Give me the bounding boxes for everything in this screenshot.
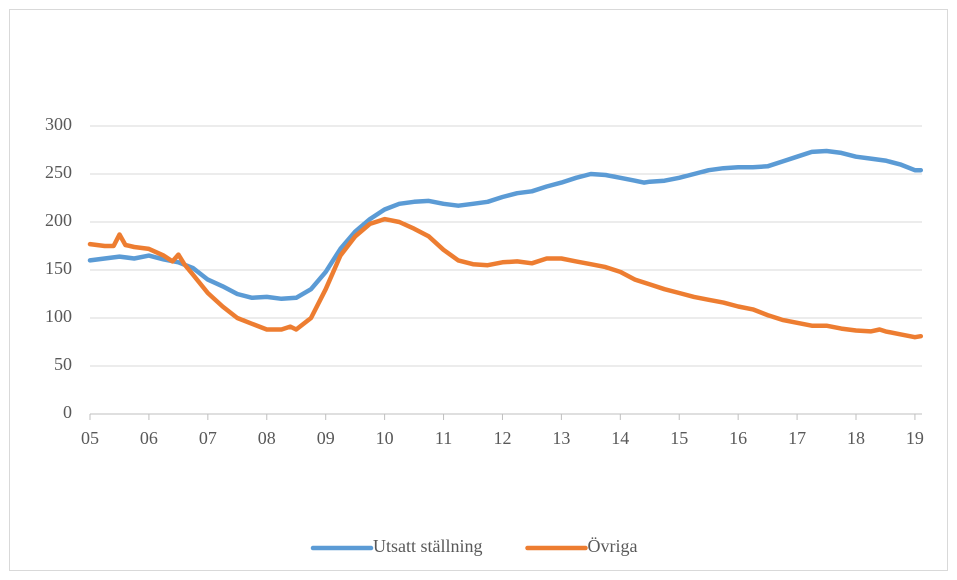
line-series [87,216,924,340]
x-tick-label: 05 [81,428,99,448]
legend-label: Övriga [588,536,638,556]
y-tick-label: 200 [45,210,72,230]
x-tick-label: 06 [140,428,158,448]
x-tick-label: 12 [493,428,511,448]
x-tick-label: 18 [847,428,865,448]
x-tick-label: 13 [552,428,570,448]
x-tick-label: 11 [435,428,452,448]
x-tick-label: 19 [906,428,924,448]
x-tick-label: 08 [258,428,276,448]
x-tick-label: 14 [611,428,629,448]
x-tick-label: 10 [376,428,394,448]
x-tick-label: 07 [199,428,217,448]
x-tick-label: 16 [729,428,747,448]
y-tick-label: 300 [45,114,72,134]
y-tick-label: 50 [54,354,72,374]
y-tick-label: 150 [45,258,72,278]
chart-border [9,9,948,571]
x-tick-label: 09 [317,428,335,448]
line-series [87,148,924,302]
y-tick-label: 0 [63,402,72,422]
x-tick-label: 15 [670,428,688,448]
legend-label: Utsatt ställning [373,536,483,556]
y-tick-label: 250 [45,162,72,182]
x-tick-label: 17 [788,428,806,448]
y-tick-label: 100 [45,306,72,326]
